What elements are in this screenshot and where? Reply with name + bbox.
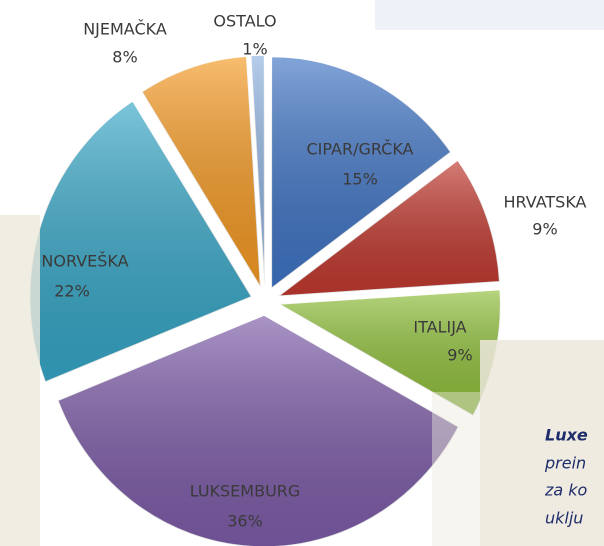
slice-value: 36% (227, 512, 263, 531)
slice-shade (141, 56, 261, 288)
slice-shade (278, 159, 500, 297)
slice-label: CIPAR/GRČKA (306, 140, 413, 159)
note-line: Luxe (545, 426, 588, 445)
top-panel (375, 0, 604, 30)
note-line: uklju (545, 509, 583, 528)
slice-label: LUKSEMBURG (190, 482, 301, 501)
note-panel (480, 340, 604, 546)
slice-label: OSTALO (213, 12, 276, 31)
slice-label: HRVATSKA (504, 193, 587, 212)
slice-value: 22% (54, 282, 90, 301)
slice-shade (271, 56, 451, 289)
slice-value: 8% (112, 48, 137, 67)
slice-shade (29, 100, 252, 383)
slice-value: 9% (447, 346, 472, 365)
note-panel-edge (432, 392, 480, 546)
slice-label: ITALIJA (413, 318, 466, 337)
slice-value: 15% (342, 170, 378, 189)
slice-value: 1% (242, 40, 267, 59)
left-panel (0, 215, 40, 546)
note-line: prein (544, 454, 586, 473)
slice-shade (278, 289, 501, 416)
pie (28, 54, 502, 546)
slice-value: 9% (532, 220, 557, 239)
note-line: za ko (544, 481, 588, 500)
slice-shade (250, 55, 265, 288)
slice-label: NJEMAČKA (83, 20, 167, 39)
slice-shade (57, 314, 459, 546)
slice-label: NORVEŠKA (41, 252, 128, 271)
